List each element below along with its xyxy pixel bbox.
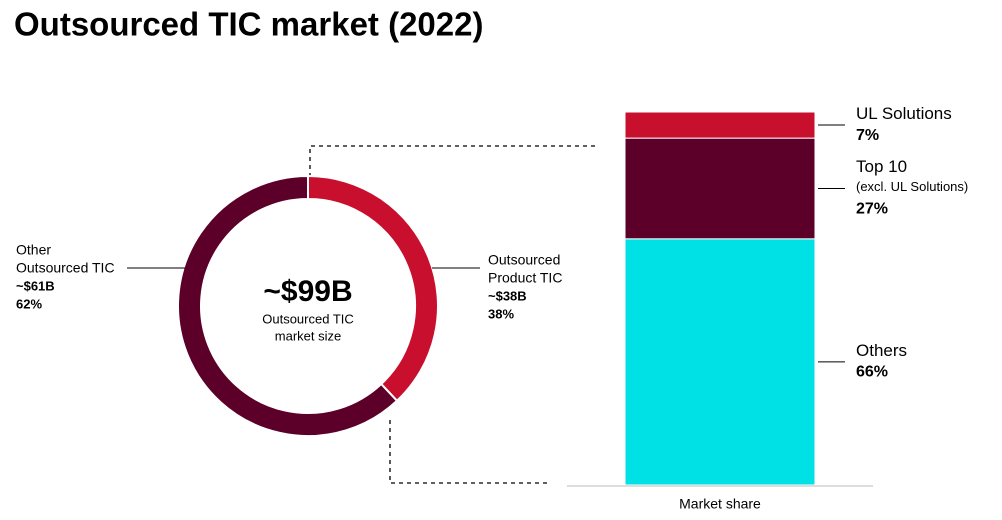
segment-label: Outsourced <box>488 252 560 268</box>
connector-lines <box>309 145 597 484</box>
bar-segment <box>624 238 816 486</box>
legend-label: Others <box>856 341 907 360</box>
connector-top <box>309 145 597 177</box>
value-label: 7% <box>856 127 879 144</box>
value-label: 27% <box>856 201 888 218</box>
legend-label: Top 10 <box>856 157 907 176</box>
center-label: Outsourced TIC <box>262 311 354 326</box>
segment-label: Product TIC <box>488 270 562 286</box>
segment-label: Outsourced TIC <box>16 260 115 276</box>
segment-label: Other <box>16 242 51 258</box>
value-label: 66% <box>856 364 888 381</box>
connector-bottom <box>389 420 550 484</box>
legend-note: (excl. UL Solutions) <box>856 179 968 194</box>
bar-segment <box>624 111 816 139</box>
value-label: 62% <box>16 296 42 311</box>
amount-label: ~$38B <box>488 288 527 303</box>
center-value: ~$99B <box>263 275 352 308</box>
donut-segment <box>177 174 399 437</box>
center-label: market size <box>275 328 341 343</box>
page-title: Outsourced TIC market (2022) <box>14 6 483 43</box>
value-label: 38% <box>488 306 514 321</box>
legend-label: UL Solutions <box>856 104 952 123</box>
x-axis-label: Market share <box>679 496 761 512</box>
amount-label: ~$61B <box>16 278 55 293</box>
bar-segment <box>624 137 816 240</box>
